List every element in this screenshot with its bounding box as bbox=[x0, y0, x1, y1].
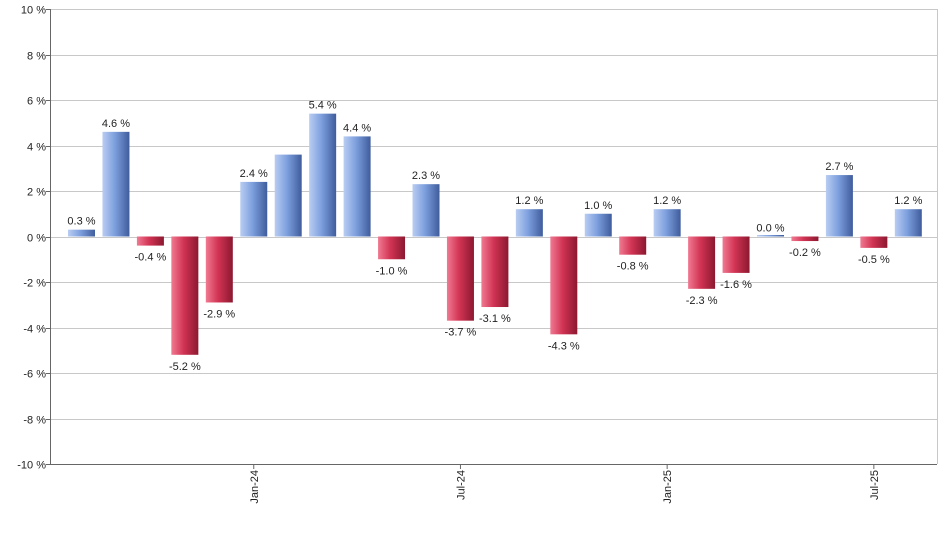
data-label: -5.2 % bbox=[169, 361, 201, 373]
bar bbox=[688, 236, 716, 289]
bar bbox=[343, 136, 371, 237]
data-label: 0.3 % bbox=[67, 216, 95, 228]
bar bbox=[894, 209, 922, 237]
data-label: -3.1 % bbox=[479, 313, 511, 325]
data-label: -2.9 % bbox=[203, 308, 235, 320]
bar bbox=[860, 236, 888, 248]
data-label: -0.8 % bbox=[617, 261, 649, 273]
bar bbox=[722, 236, 750, 273]
data-label: 2.4 % bbox=[240, 168, 268, 180]
y-tick-label: 8 % bbox=[27, 51, 46, 63]
bar bbox=[550, 236, 578, 335]
y-tick-label: 0 % bbox=[27, 233, 46, 245]
y-tick-label: 10 % bbox=[21, 5, 46, 17]
bar bbox=[171, 236, 199, 355]
x-tick-label: Jul-24 bbox=[455, 470, 467, 500]
data-label: 2.7 % bbox=[825, 161, 853, 173]
data-label: 1.2 % bbox=[894, 195, 922, 207]
data-label: 2.3 % bbox=[412, 170, 440, 182]
data-label: -2.3 % bbox=[686, 295, 718, 307]
x-axis-tick-labels: Jan-24 Jul-24 Jan-25 Jul-25 bbox=[249, 470, 881, 504]
data-label: 4.4 % bbox=[343, 122, 371, 134]
y-tick-label: -8 % bbox=[23, 415, 46, 427]
axes bbox=[46, 9, 938, 469]
bar bbox=[584, 213, 612, 237]
data-label: -4.3 % bbox=[548, 340, 580, 352]
data-label: -3.7 % bbox=[445, 327, 477, 339]
x-tick-label: Jan-25 bbox=[662, 470, 674, 504]
y-axis-tick-labels: 10 % 8 % 6 % 4 % 2 % 0 % -2 % -4 % -6 % -8 % -10 % bbox=[17, 5, 46, 472]
bar bbox=[136, 236, 164, 246]
x-tick-label: Jan-24 bbox=[249, 470, 261, 504]
data-label: 1.2 % bbox=[653, 195, 681, 207]
data-label: -0.4 % bbox=[135, 252, 167, 264]
data-label: 0.0 % bbox=[756, 223, 784, 235]
y-tick-label: -2 % bbox=[23, 278, 46, 290]
bar bbox=[68, 229, 95, 237]
bar bbox=[412, 184, 440, 237]
bar bbox=[102, 131, 130, 237]
bar bbox=[825, 175, 853, 237]
data-label: 4.6 % bbox=[102, 118, 130, 130]
y-tick-label: -6 % bbox=[23, 369, 46, 381]
bar bbox=[240, 181, 268, 237]
bar bbox=[791, 236, 819, 242]
data-label: 1.0 % bbox=[584, 200, 612, 212]
x-tick-label: Jul-25 bbox=[869, 470, 881, 500]
y-tick-label: 6 % bbox=[27, 96, 46, 108]
data-label: -1.6 % bbox=[720, 279, 752, 291]
y-tick-label: -4 % bbox=[23, 324, 46, 336]
bars bbox=[68, 113, 922, 355]
bar bbox=[205, 236, 233, 303]
bar bbox=[378, 236, 406, 260]
data-label: -1.0 % bbox=[376, 265, 408, 277]
data-labels: 0.3 % 4.6 % -0.4 % -5.2 % -2.9 % 2.4 % 5.4 % 4.… bbox=[67, 100, 922, 373]
bar bbox=[481, 236, 509, 308]
bar bbox=[619, 236, 647, 255]
bar bbox=[274, 154, 302, 237]
bar bbox=[653, 209, 681, 237]
bar bbox=[515, 209, 543, 237]
data-label: -0.5 % bbox=[858, 254, 890, 266]
bar bbox=[446, 236, 474, 321]
data-label: 1.2 % bbox=[515, 195, 543, 207]
y-tick-label: 2 % bbox=[27, 187, 46, 199]
y-tick-label: -10 % bbox=[17, 460, 46, 472]
bar bbox=[309, 113, 337, 237]
data-label: -0.2 % bbox=[789, 247, 821, 259]
data-label: 5.4 % bbox=[309, 100, 337, 112]
y-tick-label: 4 % bbox=[27, 142, 46, 154]
bar bbox=[757, 235, 784, 237]
